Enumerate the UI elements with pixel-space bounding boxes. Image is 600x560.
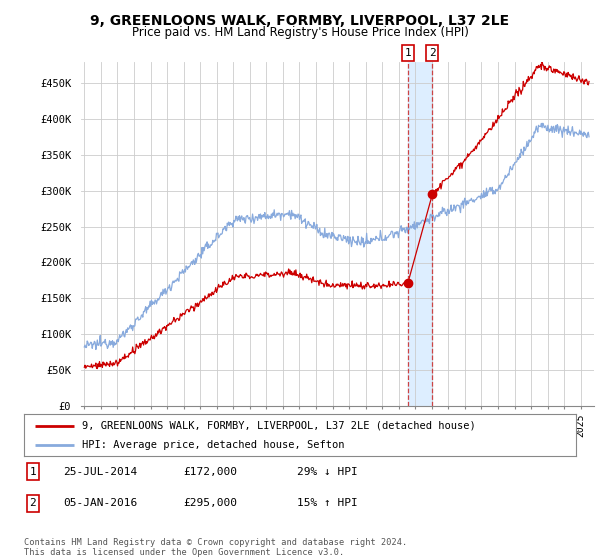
Text: Price paid vs. HM Land Registry's House Price Index (HPI): Price paid vs. HM Land Registry's House … [131,26,469,39]
Text: 9, GREENLOONS WALK, FORMBY, LIVERPOOL, L37 2LE (detached house): 9, GREENLOONS WALK, FORMBY, LIVERPOOL, L… [82,421,476,431]
Text: £295,000: £295,000 [183,498,237,508]
Text: 9, GREENLOONS WALK, FORMBY, LIVERPOOL, L37 2LE: 9, GREENLOONS WALK, FORMBY, LIVERPOOL, L… [91,14,509,28]
Text: £172,000: £172,000 [183,466,237,477]
Text: 1: 1 [29,466,37,477]
Bar [408,62,433,406]
Text: 2: 2 [429,48,436,58]
Text: Contains HM Land Registry data © Crown copyright and database right 2024.
This d: Contains HM Land Registry data © Crown c… [24,538,407,557]
Text: 05-JAN-2016: 05-JAN-2016 [63,498,137,508]
Text: HPI: Average price, detached house, Sefton: HPI: Average price, detached house, Seft… [82,440,344,450]
Text: 29% ↓ HPI: 29% ↓ HPI [297,466,358,477]
Text: 15% ↑ HPI: 15% ↑ HPI [297,498,358,508]
Text: 1: 1 [404,48,412,58]
Text: 2: 2 [29,498,37,508]
Text: 25-JUL-2014: 25-JUL-2014 [63,466,137,477]
